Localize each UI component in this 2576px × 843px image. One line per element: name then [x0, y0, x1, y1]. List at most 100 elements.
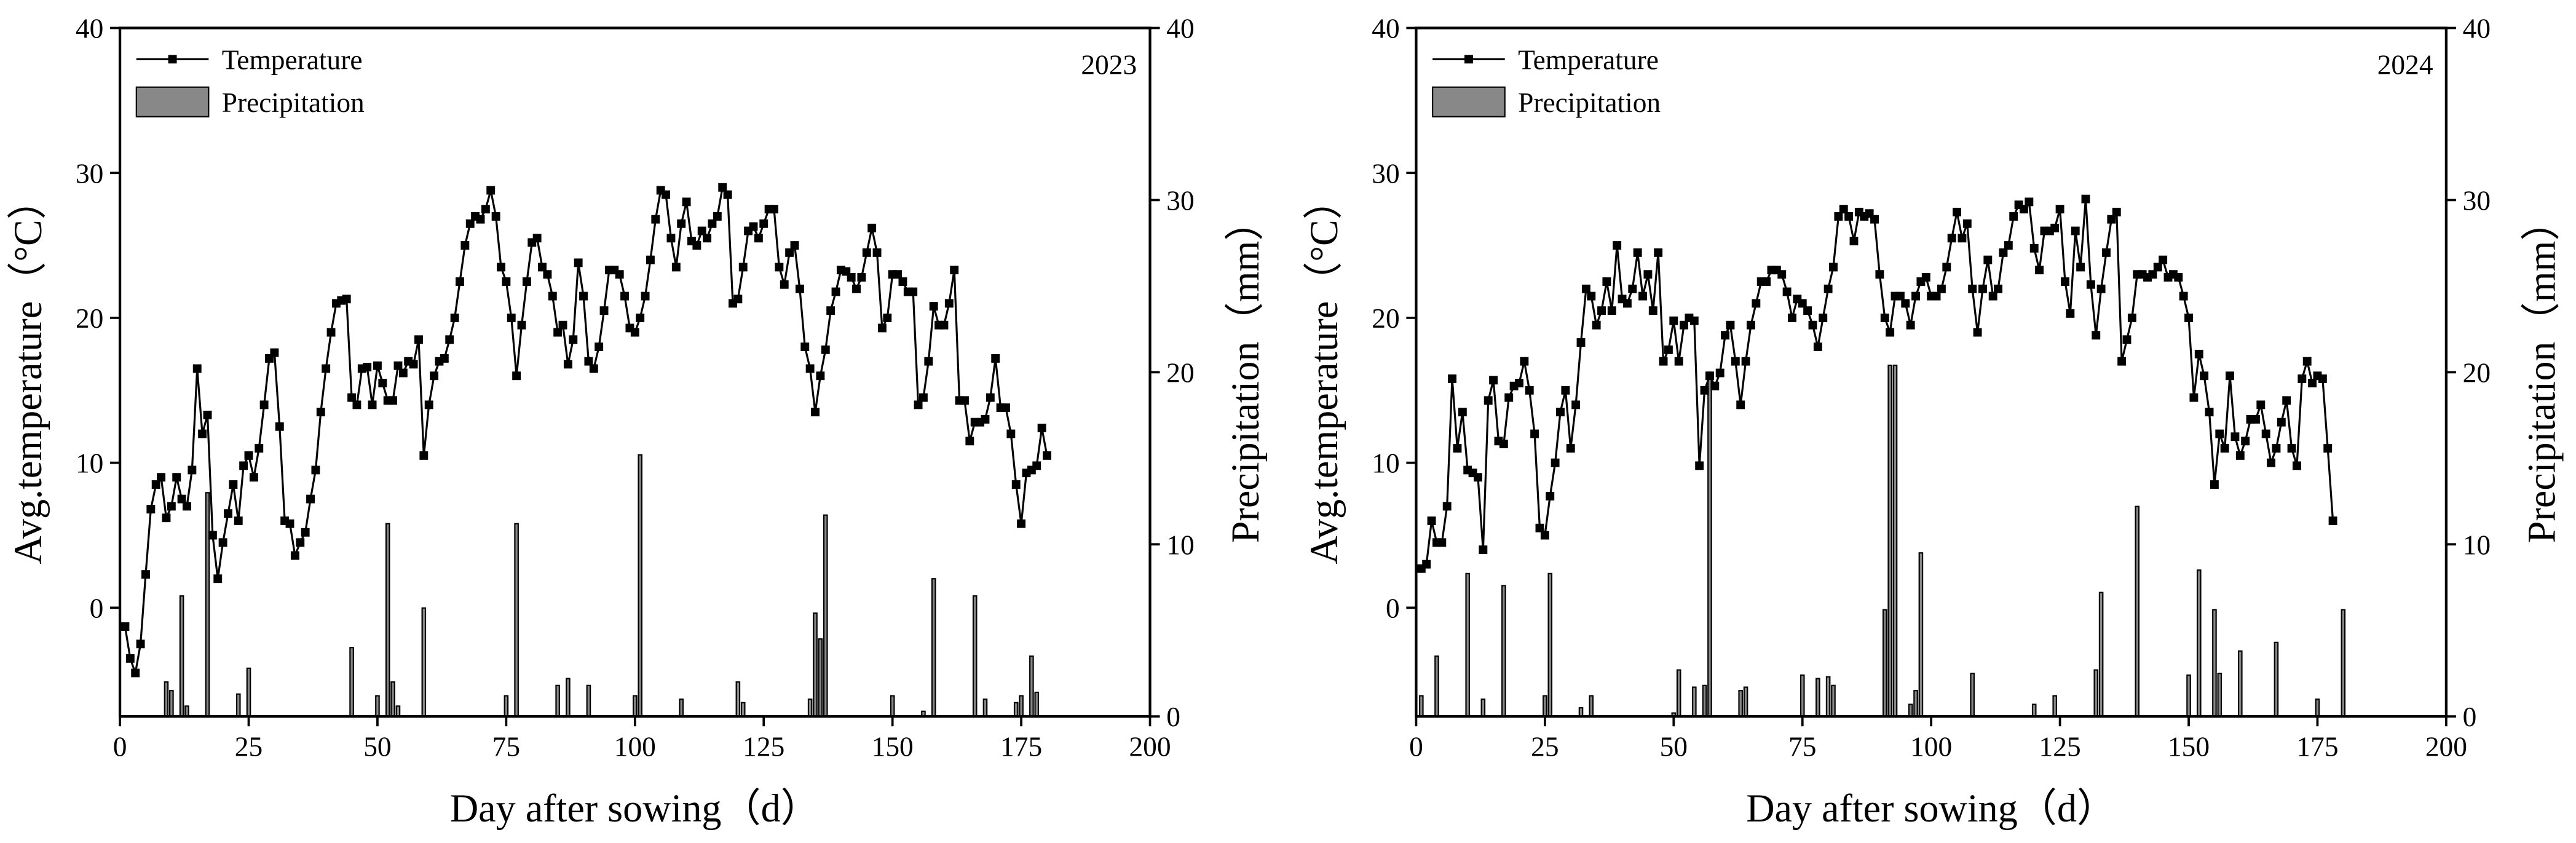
- temperature-marker: [991, 354, 1000, 363]
- temperature-marker: [1643, 270, 1653, 279]
- precip-bar: [205, 492, 210, 718]
- precip-bar: [1887, 365, 1892, 718]
- temperature-marker: [553, 328, 563, 337]
- temperature-marker: [563, 360, 572, 369]
- precip-bar: [421, 607, 427, 718]
- temperature-marker: [1607, 306, 1616, 315]
- temperature-marker: [192, 364, 202, 373]
- temperature-marker: [347, 393, 356, 402]
- temperature-marker: [1731, 357, 1740, 366]
- temperature-marker: [2055, 205, 2064, 214]
- precip-bar: [1676, 669, 1681, 718]
- temperature-marker: [398, 368, 408, 378]
- precip-bar: [2315, 699, 2320, 718]
- temperature-marker: [785, 248, 794, 257]
- temperature-marker: [1839, 205, 1848, 214]
- temperature-marker: [2251, 414, 2260, 424]
- y-axis-label: Avg.temperature（°C）: [1302, 180, 1346, 564]
- temperature-marker: [322, 364, 331, 373]
- precip-bar: [1029, 655, 1034, 718]
- temperature-marker: [2092, 331, 2101, 340]
- y2-tick-label: 10: [1166, 529, 1194, 560]
- temperature-marker: [342, 295, 351, 304]
- temperature-marker: [151, 480, 160, 489]
- precip-bar: [246, 667, 251, 718]
- temperature-marker: [162, 513, 171, 523]
- x-tick-label: 50: [1660, 731, 1688, 762]
- precip-bar: [375, 695, 380, 718]
- precip-bar: [2186, 674, 2191, 718]
- precip-bar: [1892, 365, 1898, 718]
- y2-tick-label: 20: [1166, 357, 1194, 388]
- temperature-marker: [1947, 234, 1956, 243]
- precip-bar: [972, 595, 978, 718]
- temperature-marker: [1721, 331, 1730, 340]
- temperature-marker: [1576, 338, 1586, 347]
- y2-tick-label: 10: [2463, 529, 2491, 560]
- temperature-marker: [1901, 299, 1910, 308]
- precip-bar: [982, 699, 988, 718]
- temperature-marker: [1006, 429, 1016, 438]
- temperature-marker: [2076, 263, 2085, 272]
- temperature-marker: [718, 183, 727, 192]
- temperature-marker: [811, 408, 820, 417]
- x-tick-label: 100: [1910, 731, 1952, 762]
- temperature-marker: [1546, 491, 1555, 501]
- temperature-marker: [2035, 266, 2044, 275]
- temperature-marker: [749, 222, 758, 231]
- temperature-marker: [1659, 357, 1668, 366]
- temperature-marker: [1870, 215, 1879, 224]
- precip-bar: [349, 647, 354, 718]
- y-tick-label: 10: [1372, 448, 1399, 479]
- precip-bar: [1913, 690, 1918, 718]
- temperature-marker: [1777, 270, 1787, 279]
- temperature-marker: [1726, 320, 1735, 330]
- precip-bar: [807, 699, 813, 718]
- temperature-marker: [1875, 270, 1884, 279]
- temperature-marker: [2194, 349, 2203, 358]
- temperature-marker: [826, 306, 836, 315]
- precip-bar: [504, 695, 509, 718]
- temperature-marker: [512, 371, 521, 381]
- temperature-marker: [2297, 374, 2307, 383]
- temperature-marker: [1515, 379, 1523, 387]
- temperature-marker: [1700, 386, 1709, 395]
- temperature-marker: [754, 234, 763, 243]
- x-axis-label: Day after sowing（d）: [1746, 786, 2116, 830]
- temperature-marker: [2066, 309, 2075, 318]
- x-tick-label: 150: [872, 731, 914, 762]
- legend-label: Precipitation: [222, 87, 365, 118]
- temperature-marker: [2293, 461, 2301, 470]
- temperature-marker: [2184, 313, 2193, 322]
- temperature-marker: [965, 437, 974, 446]
- temperature-marker: [1442, 502, 1452, 511]
- precip-bar: [1831, 684, 1836, 718]
- temperature-marker: [1798, 299, 1807, 308]
- precip-bar: [1547, 572, 1553, 718]
- temperature-marker: [1880, 313, 1889, 322]
- temperature-marker: [213, 574, 223, 584]
- temperature-marker: [1788, 313, 1796, 322]
- precip-bar: [823, 514, 828, 718]
- temperature-marker: [255, 444, 264, 453]
- temperature-marker: [1886, 328, 1895, 337]
- temperature-marker: [419, 451, 429, 460]
- temperature-marker: [2096, 284, 2106, 293]
- temperature-marker: [1823, 284, 1833, 293]
- precip-bar: [1882, 609, 1887, 718]
- temperature-line: [124, 184, 1048, 677]
- temperature-marker: [1422, 560, 1431, 569]
- precip-bar: [169, 690, 174, 718]
- temperature-marker: [1710, 381, 1720, 390]
- temperature-marker: [1484, 396, 1493, 405]
- temperature-marker: [460, 241, 470, 250]
- temperature-marker: [1906, 320, 1915, 330]
- precip-bar: [1501, 585, 1506, 718]
- precip-bar: [1480, 699, 1486, 718]
- precip-bar: [2274, 641, 2279, 718]
- temperature-marker: [1834, 212, 1843, 221]
- temperature-marker: [2267, 458, 2276, 467]
- precip-bar: [566, 678, 571, 718]
- temperature-marker: [723, 190, 732, 199]
